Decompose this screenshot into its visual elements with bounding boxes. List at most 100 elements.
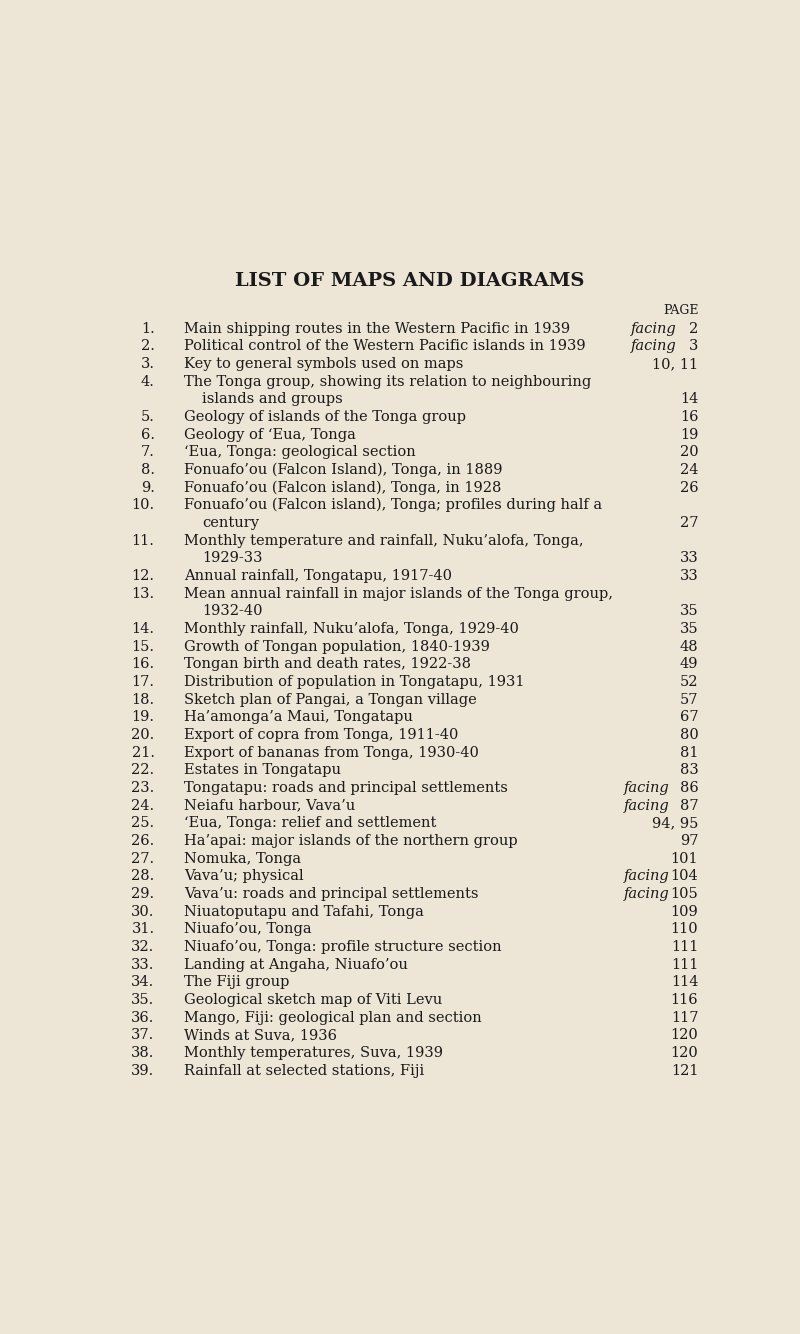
- Text: Niuatoputapu and Tafahi, Tonga: Niuatoputapu and Tafahi, Tonga: [184, 904, 423, 919]
- Text: Geological sketch map of Viti Levu: Geological sketch map of Viti Levu: [184, 992, 442, 1007]
- Text: 21.: 21.: [131, 746, 154, 759]
- Text: ‘Eua, Tonga: relief and settlement: ‘Eua, Tonga: relief and settlement: [184, 816, 436, 830]
- Text: Geology of islands of the Tonga group: Geology of islands of the Tonga group: [184, 410, 466, 424]
- Text: 35: 35: [680, 604, 698, 618]
- Text: 29.: 29.: [131, 887, 154, 900]
- Text: facing: facing: [630, 339, 681, 354]
- Text: 19.: 19.: [131, 710, 154, 724]
- Text: century: century: [202, 516, 259, 530]
- Text: 24: 24: [680, 463, 698, 476]
- Text: 33: 33: [679, 551, 698, 566]
- Text: 1932-40: 1932-40: [202, 604, 262, 618]
- Text: Mean annual rainfall in major islands of the Tonga group,: Mean annual rainfall in major islands of…: [184, 587, 613, 600]
- Text: 120: 120: [670, 1029, 698, 1042]
- Text: 101: 101: [670, 851, 698, 866]
- Text: Export of bananas from Tonga, 1930-40: Export of bananas from Tonga, 1930-40: [184, 746, 478, 759]
- Text: Fonuafo’ou (Falcon Island), Tonga, in 1889: Fonuafo’ou (Falcon Island), Tonga, in 18…: [184, 463, 502, 478]
- Text: 33.: 33.: [131, 958, 154, 971]
- Text: 111: 111: [671, 958, 698, 971]
- Text: 104: 104: [670, 870, 698, 883]
- Text: Vava’u: roads and principal settlements: Vava’u: roads and principal settlements: [184, 887, 478, 900]
- Text: 110: 110: [670, 922, 698, 936]
- Text: 114: 114: [670, 975, 698, 990]
- Text: facing: facing: [624, 887, 674, 900]
- Text: Political control of the Western Pacific islands in 1939: Political control of the Western Pacific…: [184, 339, 586, 354]
- Text: 26.: 26.: [131, 834, 154, 848]
- Text: 109: 109: [670, 904, 698, 919]
- Text: 35.: 35.: [131, 992, 154, 1007]
- Text: 15.: 15.: [131, 639, 154, 654]
- Text: 19: 19: [680, 427, 698, 442]
- Text: Annual rainfall, Tongatapu, 1917-40: Annual rainfall, Tongatapu, 1917-40: [184, 568, 452, 583]
- Text: Niuafo’ou, Tonga: Niuafo’ou, Tonga: [184, 922, 311, 936]
- Text: Nomuka, Tonga: Nomuka, Tonga: [184, 851, 301, 866]
- Text: Fonuafo’ou (Falcon island), Tonga; profiles during half a: Fonuafo’ou (Falcon island), Tonga; profi…: [184, 498, 602, 512]
- Text: facing: facing: [624, 870, 674, 883]
- Text: Neiafu harbour, Vava’u: Neiafu harbour, Vava’u: [184, 799, 355, 812]
- Text: 49: 49: [680, 658, 698, 671]
- Text: 27: 27: [680, 516, 698, 530]
- Text: 18.: 18.: [131, 692, 154, 707]
- Text: facing: facing: [624, 780, 674, 795]
- Text: LIST OF MAPS AND DIAGRAMS: LIST OF MAPS AND DIAGRAMS: [235, 272, 585, 291]
- Text: 83: 83: [679, 763, 698, 778]
- Text: Tongan birth and death rates, 1922-38: Tongan birth and death rates, 1922-38: [184, 658, 470, 671]
- Text: 111: 111: [671, 940, 698, 954]
- Text: 6.: 6.: [141, 427, 154, 442]
- Text: 2.: 2.: [141, 339, 154, 354]
- Text: Key to general symbols used on maps: Key to general symbols used on maps: [184, 358, 463, 371]
- Text: 86: 86: [679, 780, 698, 795]
- Text: 94, 95: 94, 95: [652, 816, 698, 830]
- Text: The Tonga group, showing its relation to neighbouring: The Tonga group, showing its relation to…: [184, 375, 591, 388]
- Text: 5.: 5.: [141, 410, 154, 424]
- Text: 121: 121: [670, 1063, 698, 1078]
- Text: Export of copra from Tonga, 1911-40: Export of copra from Tonga, 1911-40: [184, 728, 458, 742]
- Text: 28.: 28.: [131, 870, 154, 883]
- Text: 87: 87: [680, 799, 698, 812]
- Text: The Fiji group: The Fiji group: [184, 975, 289, 990]
- Text: Mango, Fiji: geological plan and section: Mango, Fiji: geological plan and section: [184, 1011, 482, 1025]
- Text: 10.: 10.: [131, 498, 154, 512]
- Text: 36.: 36.: [131, 1011, 154, 1025]
- Text: 97: 97: [680, 834, 698, 848]
- Text: Landing at Angaha, Niuafo’ou: Landing at Angaha, Niuafo’ou: [184, 958, 407, 971]
- Text: 37.: 37.: [131, 1029, 154, 1042]
- Text: 35: 35: [680, 622, 698, 636]
- Text: 1.: 1.: [141, 321, 154, 336]
- Text: 1929-33: 1929-33: [202, 551, 262, 566]
- Text: 34.: 34.: [131, 975, 154, 990]
- Text: 24.: 24.: [131, 799, 154, 812]
- Text: 3.: 3.: [141, 358, 154, 371]
- Text: 20: 20: [680, 446, 698, 459]
- Text: 14: 14: [680, 392, 698, 407]
- Text: Sketch plan of Pangai, a Tongan village: Sketch plan of Pangai, a Tongan village: [184, 692, 477, 707]
- Text: 38.: 38.: [131, 1046, 154, 1061]
- Text: 27.: 27.: [131, 851, 154, 866]
- Text: facing: facing: [624, 799, 674, 812]
- Text: 57: 57: [680, 692, 698, 707]
- Text: 2: 2: [689, 321, 698, 336]
- Text: 116: 116: [670, 992, 698, 1007]
- Text: Main shipping routes in the Western Pacific in 1939: Main shipping routes in the Western Paci…: [184, 321, 570, 336]
- Text: 20.: 20.: [131, 728, 154, 742]
- Text: Vava’u; physical: Vava’u; physical: [184, 870, 303, 883]
- Text: 7.: 7.: [141, 446, 154, 459]
- Text: 3: 3: [689, 339, 698, 354]
- Text: 105: 105: [670, 887, 698, 900]
- Text: 12.: 12.: [131, 568, 154, 583]
- Text: 67: 67: [680, 710, 698, 724]
- Text: Geology of ‘Eua, Tonga: Geology of ‘Eua, Tonga: [184, 427, 355, 442]
- Text: 48: 48: [680, 639, 698, 654]
- Text: 23.: 23.: [131, 780, 154, 795]
- Text: 32.: 32.: [131, 940, 154, 954]
- Text: Monthly temperatures, Suva, 1939: Monthly temperatures, Suva, 1939: [184, 1046, 442, 1061]
- Text: 16.: 16.: [131, 658, 154, 671]
- Text: Rainfall at selected stations, Fiji: Rainfall at selected stations, Fiji: [184, 1063, 424, 1078]
- Text: 17.: 17.: [131, 675, 154, 688]
- Text: Monthly temperature and rainfall, Nuku’alofa, Tonga,: Monthly temperature and rainfall, Nuku’a…: [184, 534, 583, 547]
- Text: Ha’amonga’a Maui, Tongatapu: Ha’amonga’a Maui, Tongatapu: [184, 710, 413, 724]
- Text: Niuafo’ou, Tonga: profile structure section: Niuafo’ou, Tonga: profile structure sect…: [184, 940, 502, 954]
- Text: 9.: 9.: [141, 480, 154, 495]
- Text: 16: 16: [680, 410, 698, 424]
- Text: 10, 11: 10, 11: [652, 358, 698, 371]
